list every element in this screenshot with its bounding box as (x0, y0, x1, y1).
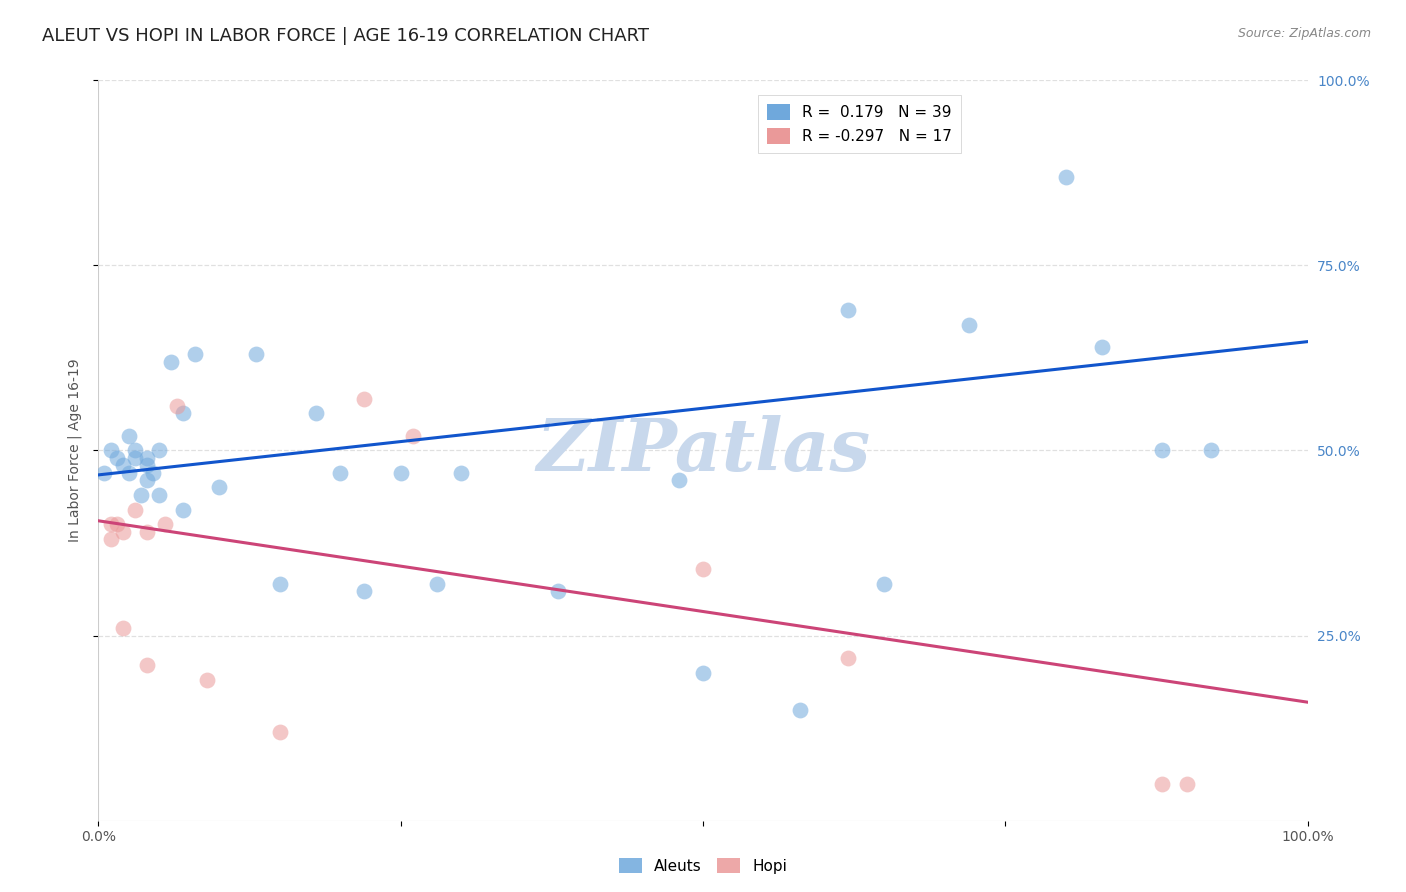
Point (118, 428, 141, 442)
Point (148, 443, 170, 458)
Point (105, 450, 128, 465)
Point (166, 399, 188, 413)
Point (124, 450, 146, 465)
Point (245, 347, 267, 361)
Point (135, 473, 157, 487)
Legend: R =  0.179   N = 39, R = -0.297   N = 17: R = 0.179 N = 39, R = -0.297 N = 17 (758, 95, 962, 153)
Point (957, 318, 980, 332)
Point (837, 302, 859, 317)
Point (172, 407, 194, 421)
Point (160, 354, 183, 368)
Point (789, 703, 811, 717)
Point (1054, 169, 1077, 184)
Point (135, 450, 157, 465)
Point (305, 407, 328, 421)
Point (668, 473, 690, 487)
Point (129, 488, 152, 502)
Point (692, 665, 714, 680)
Point (135, 524, 157, 539)
Point (450, 466, 472, 480)
Point (1199, 443, 1222, 458)
Point (124, 443, 146, 458)
Point (402, 428, 425, 442)
Point (873, 576, 896, 591)
Point (111, 458, 134, 473)
Point (426, 576, 449, 591)
Point (208, 480, 231, 494)
Text: ALEUT VS HOPI IN LABOR FORCE | AGE 16-19 CORRELATION CHART: ALEUT VS HOPI IN LABOR FORCE | AGE 16-19… (42, 27, 650, 45)
Text: ZIPatlas: ZIPatlas (536, 415, 870, 486)
Point (184, 347, 207, 361)
Point (353, 584, 375, 599)
Point (105, 517, 128, 532)
Point (1152, 443, 1174, 458)
Point (153, 517, 176, 532)
Point (269, 576, 291, 591)
Point (547, 584, 569, 599)
Point (692, 562, 714, 576)
Point (118, 466, 141, 480)
Point (837, 650, 859, 665)
Point (1152, 776, 1174, 791)
Point (329, 466, 352, 480)
Point (93, 466, 115, 480)
Point (135, 658, 157, 673)
Point (353, 392, 375, 406)
Point (100, 443, 122, 458)
Point (142, 466, 165, 480)
Legend: Aleuts, Hopi: Aleuts, Hopi (613, 852, 793, 880)
Point (1091, 340, 1114, 354)
Point (269, 724, 291, 739)
Point (111, 524, 134, 539)
Point (124, 502, 146, 516)
Point (111, 621, 134, 635)
Point (172, 502, 194, 516)
Point (389, 466, 412, 480)
Point (100, 517, 122, 532)
Point (135, 458, 157, 473)
Point (195, 673, 218, 687)
Point (148, 488, 170, 502)
Y-axis label: In Labor Force | Age 16-19: In Labor Force | Age 16-19 (67, 359, 83, 542)
Text: Source: ZipAtlas.com: Source: ZipAtlas.com (1237, 27, 1371, 40)
Point (100, 533, 122, 547)
Point (1175, 776, 1198, 791)
